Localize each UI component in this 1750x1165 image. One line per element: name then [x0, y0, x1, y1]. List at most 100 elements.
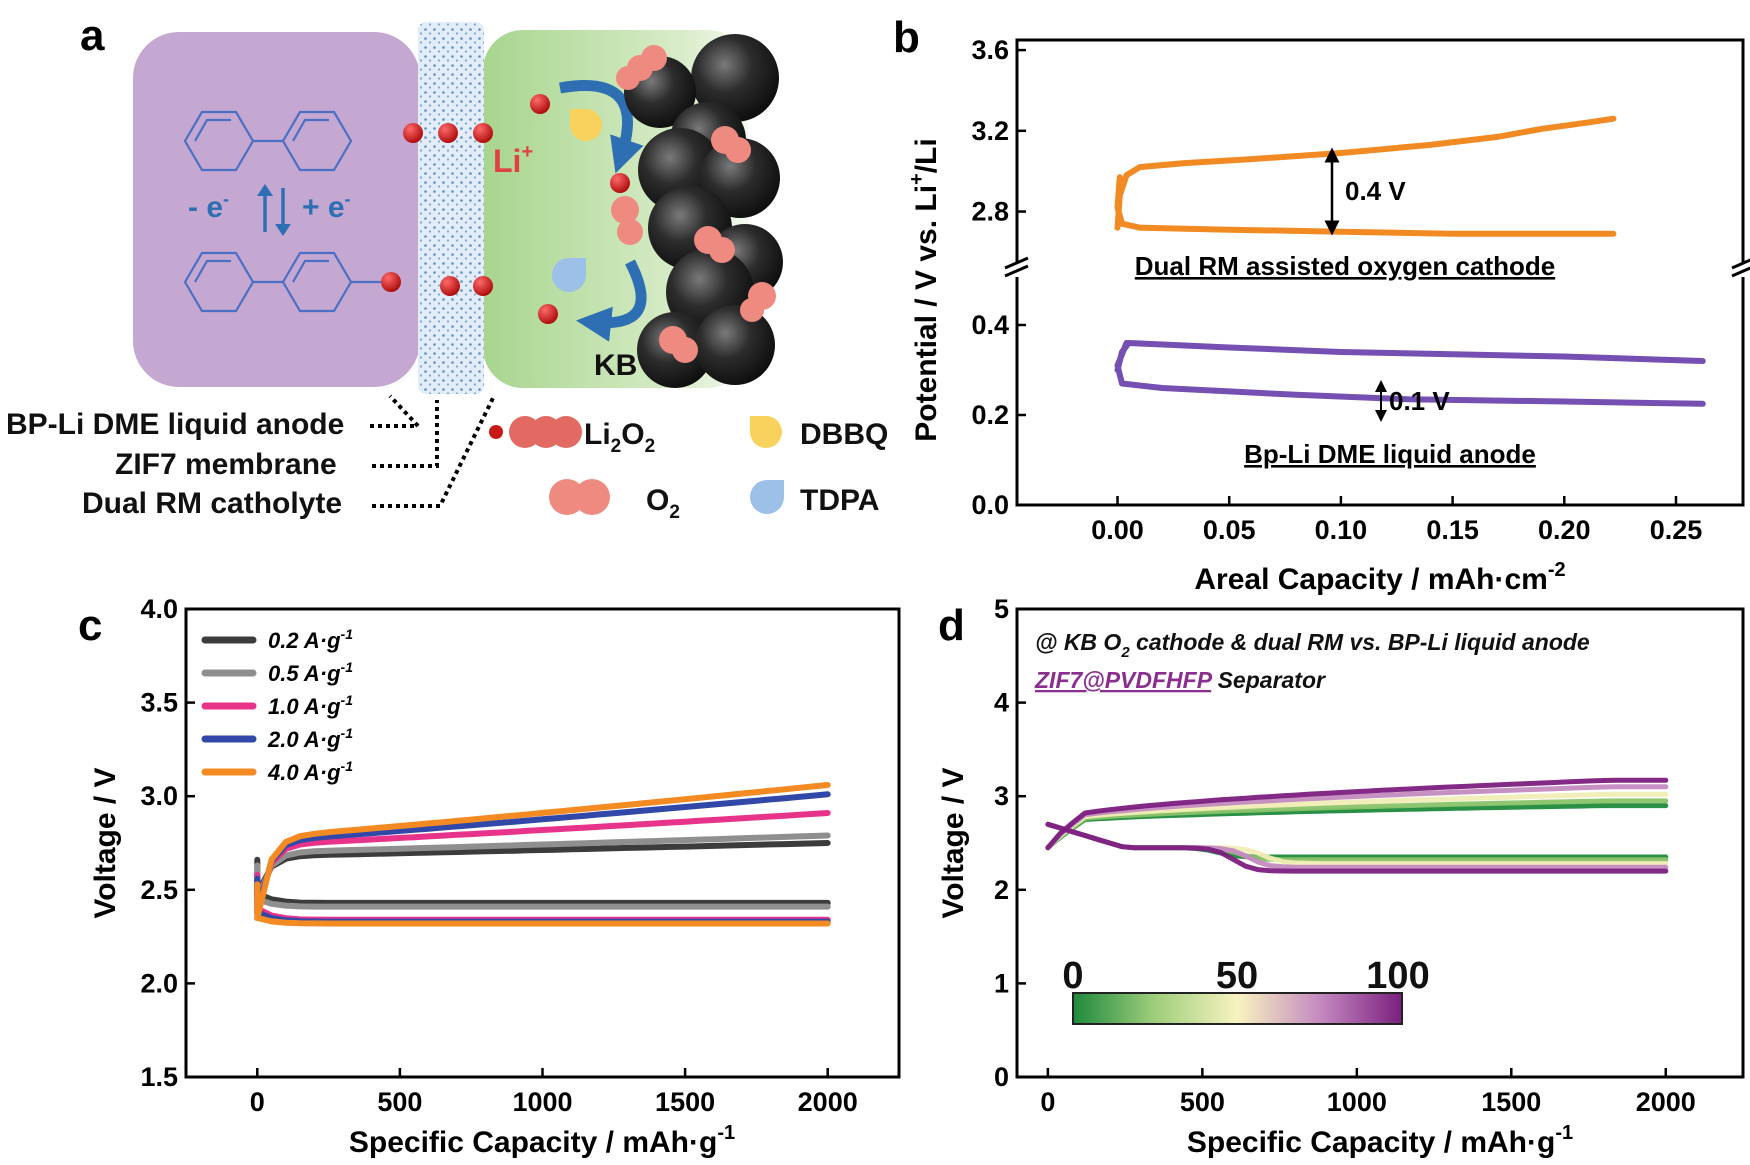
b-lower-y-tick-label: 0.2	[971, 400, 1009, 430]
c-legend-label-2.0: 2.0 A·g-1	[267, 725, 353, 752]
c-y-tick-label: 3.0	[140, 781, 178, 811]
d-y-tick-label: 4	[994, 688, 1009, 718]
b-series-lower-discharge	[1114, 340, 1706, 407]
li2o2-deposits	[611, 45, 776, 363]
d-charge-curve-cycle-100	[1045, 777, 1669, 851]
d-charge-curve-cycle-50	[1045, 791, 1669, 851]
colorbar-tick-0: 0	[1062, 955, 1083, 997]
panel-label-d: d	[938, 601, 965, 650]
b-x-tick-label: 0.15	[1426, 515, 1479, 545]
c-discharge-curve-4.0	[254, 881, 831, 927]
axes-b: 0.00 0.05 0.10 0.15 0.20 0.25 2.8 3.2 3.6 0.0 0.2 0…	[971, 35, 1702, 545]
b-lower-y-tick-label: 0.4	[971, 310, 1009, 340]
d-discharge-curve-cycle-100	[1045, 821, 1669, 874]
c-legend-label-4.0: 4.0 A·g-1	[267, 758, 353, 785]
dbbq-legend-label: DBBQ	[800, 418, 888, 451]
o2-legend-icon	[549, 479, 610, 515]
b-lower-y-tick-label: 0.0	[971, 490, 1009, 520]
d-x-tick-label: 0	[1040, 1087, 1055, 1117]
d-y-tick-label: 3	[994, 781, 1009, 811]
y-axis-label-b: Potential / V vs. Li+/Li	[906, 138, 943, 441]
c-y-tick-label: 1.5	[140, 1062, 178, 1092]
c-y-tick-label: 3.5	[140, 688, 178, 718]
c-legend-label-0.5: 0.5 A·g-1	[268, 659, 353, 686]
lithium-ion-dots	[381, 94, 630, 324]
b-x-tick-label: 0.00	[1091, 515, 1144, 545]
d-y-tick-label: 1	[994, 968, 1009, 998]
c-discharge-curve-0.2	[254, 856, 831, 906]
cycle-colorbar	[1072, 992, 1403, 1025]
kb-label: KB	[594, 349, 637, 382]
label-leader-lines	[370, 394, 495, 508]
legend-c: 0.2 A·g-1 0.5 A·g-1 1.0 A·g-1 2.0 A·g-1 4.0 …	[201, 626, 353, 785]
c-x-tick-label: 500	[377, 1087, 422, 1117]
c-charge-curve-2.0	[254, 791, 831, 916]
d-x-tick-label: 1500	[1481, 1087, 1541, 1117]
gap-label-lower: 0.1 V	[1389, 386, 1450, 416]
axis-break-marks	[1004, 256, 1750, 278]
dbbq-legend-icon	[750, 416, 782, 448]
x-axis-label-d: Specific Capacity / mAh·g-1	[1187, 1122, 1573, 1159]
d-charge-curve-cycle-75	[1045, 784, 1669, 851]
d-x-tick-label: 500	[1180, 1087, 1225, 1117]
b-x-tick-label: 0.05	[1203, 515, 1256, 545]
panel-b-chart: b 0.00 0.05 0.10 0.15 0.20 0.252.83.23.60.00.…	[893, 13, 1750, 596]
biphenyl-lithium-molecule-icon	[183, 251, 382, 313]
c-charge-curve-0.5	[254, 832, 831, 903]
d-x-tick-label: 2000	[1636, 1087, 1696, 1117]
d-discharge-curve-cycle-25	[1045, 821, 1669, 863]
panel-label-b: b	[893, 13, 920, 62]
y-axis-label-d: Voltage / V	[937, 767, 970, 918]
plot-frame-d	[1015, 607, 1745, 1079]
c-x-tick-label: 2000	[798, 1087, 858, 1117]
d-x-tick-label: 1000	[1327, 1087, 1387, 1117]
b-series-lower-charge	[1114, 340, 1706, 373]
panel-label-a: a	[80, 11, 105, 60]
b-x-tick-label: 0.25	[1650, 515, 1703, 545]
redox-arrows-icon	[257, 184, 291, 236]
li2o2-legend-icon	[489, 416, 582, 448]
catholyte-label: Dual RM catholyte	[82, 487, 342, 520]
c-y-tick-label: 4.0	[140, 594, 178, 624]
b-x-tick-label: 0.10	[1315, 515, 1368, 545]
panel-a-schematic: a - e- + e-	[6, 11, 888, 523]
d-y-tick-label: 5	[994, 594, 1009, 624]
c-x-tick-label: 1000	[512, 1087, 572, 1117]
c-legend-label-0.2: 0.2 A·g-1	[268, 626, 353, 653]
c-charge-curve-4.0	[254, 782, 831, 921]
li2o2-legend-label: Li2O2	[584, 418, 655, 457]
b-upper-y-tick-label: 3.6	[971, 35, 1009, 65]
x-axis-label-b: Areal Capacity / mAh·cm-2	[1194, 559, 1565, 596]
o2-legend-label: O2	[646, 484, 680, 523]
c-charge-curve-1.0	[254, 810, 831, 912]
li-ion-label: Li+	[493, 141, 533, 179]
c-y-tick-label: 2.5	[140, 875, 178, 905]
panel-label-c: c	[78, 601, 102, 650]
b-series-upper-charge	[1114, 115, 1617, 231]
y-axis-label-c: Voltage / V	[89, 767, 122, 918]
series-d	[1045, 777, 1669, 874]
electron-gain-label: + e-	[302, 189, 351, 224]
membrane-label: ZIF7 membrane	[115, 448, 337, 481]
anode-compartment	[133, 32, 420, 387]
panel-d-title-line1: @ KB O2 cathode & dual RM vs. BP-Li liqu…	[1035, 629, 1590, 661]
c-charge-curve-0.2	[254, 840, 831, 897]
schematic-legend: Li2O2 DBBQ O2 TDPA	[489, 416, 888, 523]
series-b	[1114, 115, 1706, 407]
series-c	[254, 782, 831, 927]
panel-d-title-line2: ZIF7@PVDFHFP Separator	[1034, 667, 1326, 693]
tdpa-molecule-icon	[552, 258, 586, 292]
reduction-arrow-icon	[559, 80, 644, 174]
c-x-tick-label: 0	[250, 1087, 265, 1117]
dbbq-molecule-icon	[570, 109, 602, 141]
d-discharge-curve-cycle-1	[1045, 821, 1669, 860]
b-upper-y-tick-label: 2.8	[971, 197, 1009, 227]
colorbar-tick-100: 100	[1366, 955, 1429, 997]
b-x-tick-label: 0.20	[1538, 515, 1591, 545]
curve-label-upper: Dual RM assisted oxygen cathode	[1135, 251, 1555, 281]
c-discharge-curve-1.0	[254, 871, 831, 923]
gap-label-upper: 0.4 V	[1345, 176, 1406, 206]
